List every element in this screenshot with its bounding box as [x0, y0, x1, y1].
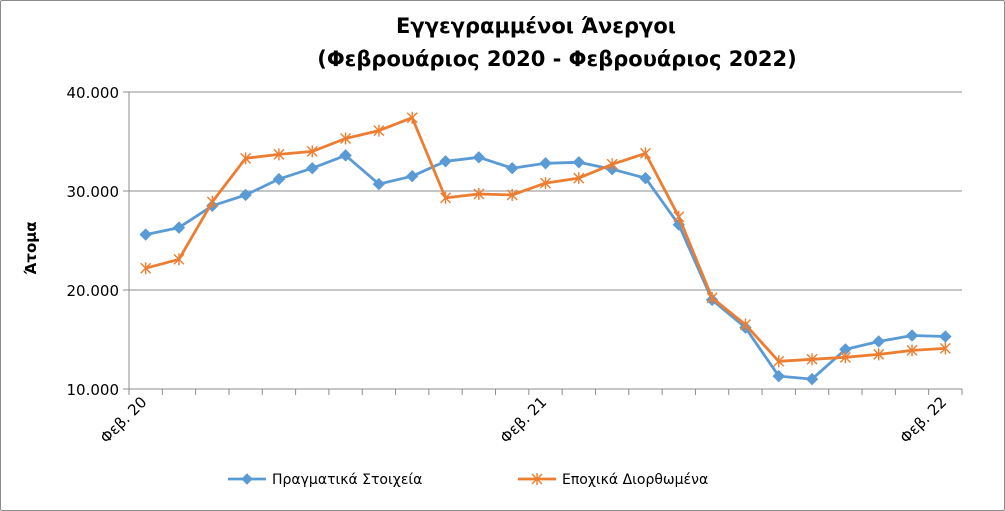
data-point: [172, 221, 186, 234]
chart-subtitle: (Φεβρουάριος 2020 - Φεβρουάριος 2022): [317, 47, 797, 71]
data-point: [406, 169, 419, 183]
legend-item: Εποχικά Διορθωμένα: [518, 472, 708, 488]
data-point: [572, 156, 586, 169]
x-tick-labels: Φεβ. 20 Φεβ. 21 Φεβ. 22: [97, 393, 951, 447]
data-point: [906, 344, 918, 357]
data-point: [473, 187, 485, 200]
data-point: [706, 291, 718, 304]
x-tick-label: Φεβ. 20: [97, 393, 151, 447]
data-point: [739, 318, 751, 331]
data-point: [773, 355, 785, 368]
data-point: [939, 342, 951, 355]
x-tick-label: Φεβ. 22: [896, 393, 950, 447]
legend-item: Πραγματικά Στοιχεία: [228, 472, 422, 488]
y-tick-label: 10.000: [67, 381, 120, 399]
data-point: [272, 172, 286, 186]
data-point: [439, 155, 452, 168]
data-point: [239, 188, 252, 202]
legend: Πραγματικά Στοιχεία Εποχικά Διορθωμένα: [228, 472, 708, 488]
data-point: [772, 369, 785, 383]
data-point: [240, 152, 252, 165]
y-tick-labels: 10.000 20.000 30.000 40.000: [67, 84, 120, 399]
gridlines: [129, 91, 962, 291]
data-point: [939, 330, 952, 343]
data-point: [540, 177, 551, 190]
data-point: [173, 253, 185, 266]
data-point: [873, 348, 885, 361]
y-tick-label: 40.000: [67, 84, 120, 102]
data-point: [673, 210, 685, 223]
series-2: [140, 111, 951, 368]
data-point: [639, 171, 652, 185]
x-tick-label: Φεβ. 21: [496, 393, 550, 447]
data-point: [139, 228, 152, 241]
data-point: [531, 473, 543, 485]
data-point: [539, 157, 552, 170]
data-point: [241, 473, 253, 485]
data-point: [472, 151, 486, 164]
data-point: [206, 195, 218, 208]
data-point: [573, 172, 585, 185]
data-point: [140, 262, 152, 275]
data-point: [806, 353, 818, 366]
legend-label: Πραγματικά Στοιχεία: [272, 472, 422, 488]
data-point: [372, 177, 386, 191]
data-point: [440, 191, 452, 204]
series-lines: [139, 111, 952, 386]
data-point: [506, 188, 518, 201]
data-point: [639, 147, 651, 160]
data-point: [505, 162, 519, 175]
legend-label: Εποχικά Διορθωμένα: [562, 472, 708, 488]
data-point: [606, 158, 618, 171]
data-point: [339, 149, 352, 162]
data-point: [872, 335, 885, 348]
data-point: [306, 162, 319, 175]
y-axis-label: Άτομα: [22, 221, 40, 274]
data-point: [273, 148, 285, 161]
chart-title: Εγγεγραμμένοι Άνεργοι: [396, 14, 676, 38]
data-point: [340, 132, 352, 145]
data-point: [306, 145, 318, 158]
data-point: [839, 351, 851, 364]
axes: [123, 91, 963, 395]
data-point: [373, 124, 385, 137]
data-point: [805, 372, 819, 386]
y-tick-label: 30.000: [67, 183, 120, 201]
y-tick-label: 20.000: [67, 282, 120, 300]
series-line: [145, 116, 946, 363]
data-point: [905, 329, 919, 342]
data-point: [406, 111, 418, 124]
